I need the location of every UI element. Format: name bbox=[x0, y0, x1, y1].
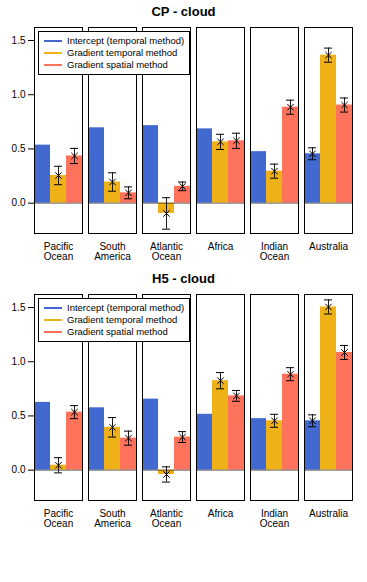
html-text:Intercept (temporal method): Intercept (temporal method) bbox=[67, 35, 185, 46]
svg-text:1.5: 1.5 bbox=[12, 35, 26, 46]
svg-text:IndianOcean: IndianOcean bbox=[260, 508, 289, 529]
svg-text:AtlanticOcean: AtlanticOcean bbox=[150, 241, 183, 262]
html-text:Gradient temporal method: Gradient temporal method bbox=[67, 314, 178, 325]
html-text:H5 - cloud: H5 - cloud bbox=[152, 271, 215, 286]
svg-text:0.5: 0.5 bbox=[12, 410, 26, 421]
svg-text:0.5: 0.5 bbox=[12, 143, 26, 154]
svg-text:SouthAmerica: SouthAmerica bbox=[94, 241, 131, 262]
svg-text:Australia: Australia bbox=[309, 508, 348, 519]
svg-text:Australia: Australia bbox=[309, 241, 348, 252]
svg-text:Africa: Africa bbox=[208, 508, 234, 519]
html-text:Gradient spatial method: Gradient spatial method bbox=[67, 59, 168, 70]
svg-text:SouthAmerica: SouthAmerica bbox=[94, 508, 131, 529]
html-text:Gradient spatial method: Gradient spatial method bbox=[67, 326, 168, 337]
svg-text:Africa: Africa bbox=[208, 241, 234, 252]
svg-text:IndianOcean: IndianOcean bbox=[260, 241, 289, 262]
svg-text:1.0: 1.0 bbox=[12, 89, 26, 100]
html-text:Intercept (temporal method): Intercept (temporal method) bbox=[67, 302, 185, 313]
svg-text:1.5: 1.5 bbox=[12, 302, 26, 313]
html-text:Gradient temporal method: Gradient temporal method bbox=[67, 47, 178, 58]
html-text:CP - cloud: CP - cloud bbox=[151, 4, 216, 19]
svg-text:1.0: 1.0 bbox=[12, 356, 26, 367]
svg-text:0.0: 0.0 bbox=[12, 197, 26, 208]
svg-text:AtlanticOcean: AtlanticOcean bbox=[150, 508, 183, 529]
svg-text:PacificOcean: PacificOcean bbox=[44, 241, 73, 262]
svg-text:0.0: 0.0 bbox=[12, 464, 26, 475]
svg-text:PacificOcean: PacificOcean bbox=[44, 508, 73, 529]
